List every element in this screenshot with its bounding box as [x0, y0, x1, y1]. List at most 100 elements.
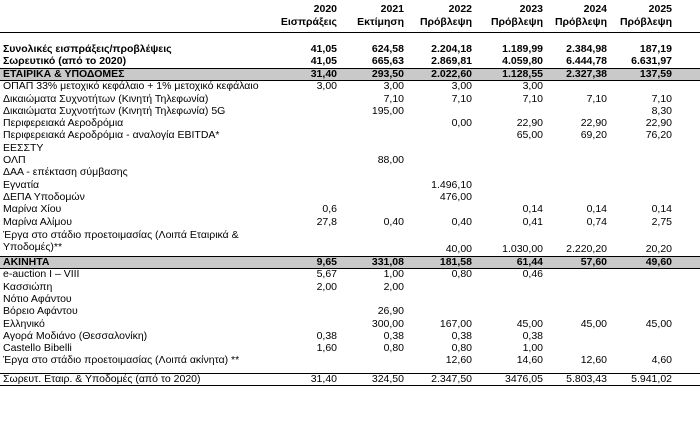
table-row: Εγνατία 1.496,10: [0, 179, 700, 191]
value-cell: 22,90: [645, 117, 672, 130]
value-cell: 22,90: [580, 117, 607, 130]
row-label: Βόρειο Αφάντου: [3, 305, 78, 318]
value-cell: [611, 268, 676, 280]
value-cell: 0,38: [522, 329, 543, 342]
value-cell: [611, 191, 676, 203]
table-row: Κασσιώπη 2,00 2,00: [0, 281, 700, 293]
table-row: Σωρευτικό (από το 2020) 41,05 665,63 2.869,…: [0, 55, 700, 67]
row-rule: [0, 255, 700, 257]
value-cell: 7,10: [651, 92, 672, 105]
value-cell: 61,44: [516, 255, 543, 268]
value-cell: 20,20: [645, 242, 672, 255]
value-cell: [408, 166, 476, 178]
header-row: 2020 Εισπράξεις 2021 Εκτίμηση 2022 Πρόβλεψη…: [0, 0, 700, 32]
value-cell: 1.189,99: [502, 43, 543, 56]
value-cell: 9,65: [316, 255, 337, 268]
value-cell: [408, 305, 476, 317]
value-cell: [547, 281, 611, 293]
value-cell: 41,05: [310, 55, 337, 68]
value-cell: 69,20: [580, 129, 607, 142]
value-cell: 4.059,80: [502, 55, 543, 68]
value-cell: [275, 142, 341, 154]
value-cell: 2,00: [383, 280, 404, 293]
value-cell: 0,80: [451, 342, 472, 355]
value-cell: 0,46: [522, 268, 543, 281]
value-cell: 187,19: [639, 43, 672, 56]
value-cell: 76,20: [645, 129, 672, 142]
value-cell: 167,00: [439, 317, 472, 330]
table-row: ΕΤΑΙΡΙΚΑ & ΥΠΟΔΟΜΕΣ 31,40 293,50 2.022,60 1.…: [0, 67, 700, 81]
row-label: Castello Bibelli: [3, 342, 72, 355]
table-row: Castello Bibelli 1,60 0,80 0,80 1,00: [0, 342, 700, 354]
row-label: Έργα στο στάδιο προετοιμασίας (Λοιπά Ετα…: [3, 228, 239, 253]
value-cell: [341, 228, 408, 256]
value-cell: [547, 142, 611, 154]
header-cell-2021: 2021 Εκτίμηση: [357, 3, 404, 28]
row-label: Σωρευτ. Εταιρ. & Υποδομές (από το 2020): [3, 372, 201, 385]
value-cell: [547, 305, 611, 317]
table-row: Μαρίνα Χίου 0,6 0,14 0,14 0,14: [0, 203, 700, 215]
value-cell: [611, 281, 676, 293]
value-cell: [611, 179, 676, 191]
value-cell: 41,05: [310, 43, 337, 56]
value-cell: 1,60: [316, 342, 337, 355]
value-cell: [476, 154, 547, 166]
value-cell: [476, 293, 547, 305]
value-cell: 27,8: [316, 215, 337, 228]
value-cell: 0,80: [383, 342, 404, 355]
value-cell: [408, 154, 476, 166]
header-cell-2024: 2024 Πρόβλεψη: [554, 3, 607, 28]
value-cell: [408, 293, 476, 305]
value-cell: [547, 293, 611, 305]
value-cell: 0,38: [451, 329, 472, 342]
value-cell: 665,63: [371, 55, 404, 68]
value-cell: 5.941,02: [631, 372, 672, 385]
value-cell: 2.869,81: [431, 55, 472, 68]
value-cell: [275, 317, 341, 329]
table-row: Αγορά Μοδιάνο (Θεσσαλονίκη) 0,38 0,38 0,38 0…: [0, 330, 700, 342]
value-cell: [341, 191, 408, 203]
value-cell: [341, 179, 408, 191]
table-row: ΔΕΠΑ Υποδομών 476,00: [0, 191, 700, 203]
value-cell: [275, 293, 341, 305]
row-label: Περιφερειακά Αεροδρόμια: [3, 117, 124, 130]
value-cell: 0,74: [586, 215, 607, 228]
value-cell: 0,40: [383, 215, 404, 228]
value-cell: 12,60: [445, 354, 472, 367]
row-rule: [0, 67, 700, 69]
value-cell: 0,38: [383, 329, 404, 342]
value-cell: 45,00: [580, 317, 607, 330]
value-cell: [275, 105, 341, 117]
value-cell: [408, 203, 476, 215]
row-rule: [0, 268, 700, 270]
value-cell: 137,59: [639, 67, 672, 80]
value-cell: 7,10: [586, 92, 607, 105]
value-cell: 3476,05: [505, 372, 543, 385]
value-cell: 7,10: [383, 92, 404, 105]
value-cell: 324,50: [371, 372, 404, 385]
value-cell: 4,60: [651, 354, 672, 367]
value-cell: 0,6: [322, 203, 337, 216]
table-row: e-auction I – VIII 5,67 1,00 0,80 0,46: [0, 268, 700, 280]
row-label: Περιφερειακά Αεροδρόμια - αναλογία EBITD…: [3, 129, 220, 142]
table-row: Έργα στο στάδιο προετοιμασίας (Λοιπά Ετα…: [0, 228, 700, 256]
header-cell-2023: 2023 Πρόβλεψη: [490, 3, 543, 28]
row-label: Αγορά Μοδιάνο (Θεσσαλονίκη): [3, 329, 148, 342]
value-cell: [476, 142, 547, 154]
header-cell-2020: 2020 Εισπράξεις: [280, 3, 337, 28]
table-row: ΔΑΑ - επέκταση σύμβασης: [0, 166, 700, 178]
value-cell: 0,41: [522, 215, 543, 228]
row-label: Ελληνικό: [3, 317, 45, 330]
value-cell: 0,14: [651, 203, 672, 216]
table-row: ΟΛΠ 88,00: [0, 154, 700, 166]
table-row: Περιφερειακά Αεροδρόμια 0,00 22,90 22,90 22,…: [0, 117, 700, 129]
value-cell: [341, 117, 408, 129]
row-label: ΟΠΑΠ 33% μετοχικό κεφάλαιο + 1% μετοχικό…: [3, 80, 259, 93]
row-label: Δικαιώματα Συχνοτήτων (Κινητή Τηλεφωνία): [3, 92, 209, 105]
value-cell: 2.327,38: [566, 67, 607, 80]
value-cell: [408, 142, 476, 154]
value-cell: [611, 154, 676, 166]
row-label: Συνολικές εισπράξεις/προβλέψεις: [3, 43, 172, 56]
value-cell: [275, 354, 341, 366]
value-cell: [611, 80, 676, 92]
